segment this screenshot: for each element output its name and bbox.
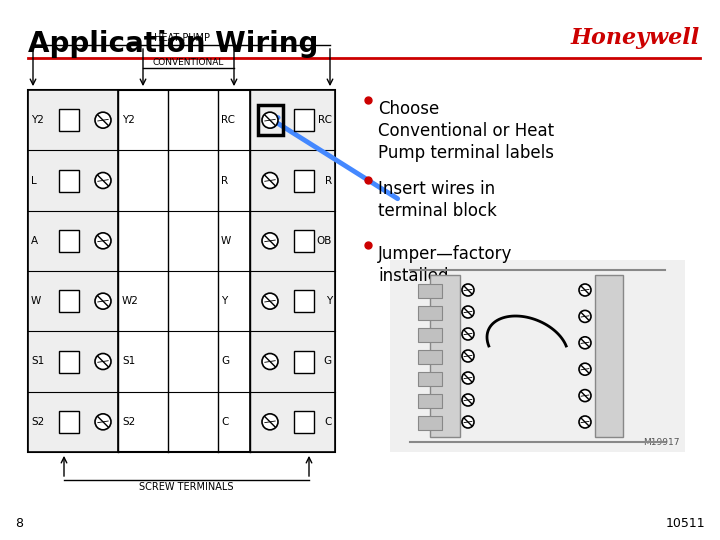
Circle shape: [262, 172, 278, 188]
Text: Y2: Y2: [122, 115, 135, 125]
Text: S2: S2: [31, 417, 44, 427]
Text: Y: Y: [221, 296, 228, 306]
Bar: [294, 411, 314, 433]
Text: S2: S2: [122, 417, 135, 427]
Text: W2: W2: [122, 296, 139, 306]
Circle shape: [579, 310, 591, 322]
Bar: [294, 170, 314, 192]
Circle shape: [262, 354, 278, 369]
Circle shape: [262, 233, 278, 249]
Text: Insert wires in
terminal block: Insert wires in terminal block: [378, 180, 497, 220]
Circle shape: [462, 372, 474, 384]
Bar: [28, 90, 118, 452]
Bar: [418, 350, 442, 364]
Bar: [294, 290, 314, 312]
Text: W: W: [31, 296, 41, 306]
Circle shape: [579, 416, 591, 428]
Bar: [294, 230, 314, 252]
Circle shape: [262, 112, 278, 128]
Text: RC: RC: [221, 115, 235, 125]
Circle shape: [462, 416, 474, 428]
Bar: [250, 90, 335, 452]
Circle shape: [95, 354, 111, 369]
Bar: [418, 284, 442, 298]
Text: 10511: 10511: [665, 517, 705, 530]
Circle shape: [262, 414, 278, 430]
Circle shape: [462, 284, 474, 296]
Text: Jumper—factory
installed: Jumper—factory installed: [378, 245, 513, 285]
Bar: [418, 394, 442, 408]
Text: RC: RC: [318, 115, 332, 125]
Circle shape: [95, 414, 111, 430]
Circle shape: [462, 328, 474, 340]
Bar: [418, 416, 442, 430]
Circle shape: [95, 112, 111, 128]
Circle shape: [579, 363, 591, 375]
Text: W: W: [221, 236, 231, 246]
Bar: [59, 230, 79, 252]
Text: Y2: Y2: [31, 115, 44, 125]
Circle shape: [95, 233, 111, 249]
Circle shape: [95, 293, 111, 309]
Text: OB: OB: [317, 236, 332, 246]
Text: M19917: M19917: [644, 438, 680, 447]
Text: A: A: [31, 236, 38, 246]
Text: R: R: [325, 176, 332, 186]
Circle shape: [579, 389, 591, 402]
Bar: [59, 290, 79, 312]
Bar: [390, 260, 685, 452]
Text: 8: 8: [15, 517, 23, 530]
Text: R: R: [221, 176, 228, 186]
Bar: [418, 372, 442, 386]
Text: C: C: [221, 417, 228, 427]
Bar: [59, 411, 79, 433]
Text: HEAT PUMP: HEAT PUMP: [153, 33, 210, 43]
Bar: [294, 350, 314, 373]
Text: Honeywell: Honeywell: [571, 27, 700, 49]
Text: S1: S1: [31, 356, 44, 367]
Text: L: L: [31, 176, 37, 186]
Bar: [430, 275, 460, 437]
Circle shape: [262, 293, 278, 309]
Circle shape: [95, 172, 111, 188]
Circle shape: [462, 350, 474, 362]
Bar: [595, 275, 623, 437]
Text: G: G: [324, 356, 332, 367]
Bar: [258, 105, 283, 135]
Text: C: C: [325, 417, 332, 427]
Text: Choose
Conventional or Heat
Pump terminal labels: Choose Conventional or Heat Pump termina…: [378, 100, 554, 163]
Circle shape: [462, 394, 474, 406]
Text: G: G: [221, 356, 229, 367]
Bar: [28, 90, 335, 452]
Bar: [28, 90, 118, 452]
Circle shape: [579, 337, 591, 349]
Text: S1: S1: [122, 356, 135, 367]
Bar: [294, 109, 314, 131]
Bar: [59, 109, 79, 131]
Text: Y: Y: [325, 296, 332, 306]
Text: SCREW TERMINALS: SCREW TERMINALS: [139, 482, 234, 492]
Bar: [59, 350, 79, 373]
Bar: [418, 306, 442, 320]
Bar: [418, 328, 442, 342]
Bar: [59, 170, 79, 192]
Text: Application Wiring: Application Wiring: [28, 30, 318, 58]
Circle shape: [462, 306, 474, 318]
Circle shape: [579, 284, 591, 296]
Text: CONVENTIONAL: CONVENTIONAL: [153, 58, 224, 67]
